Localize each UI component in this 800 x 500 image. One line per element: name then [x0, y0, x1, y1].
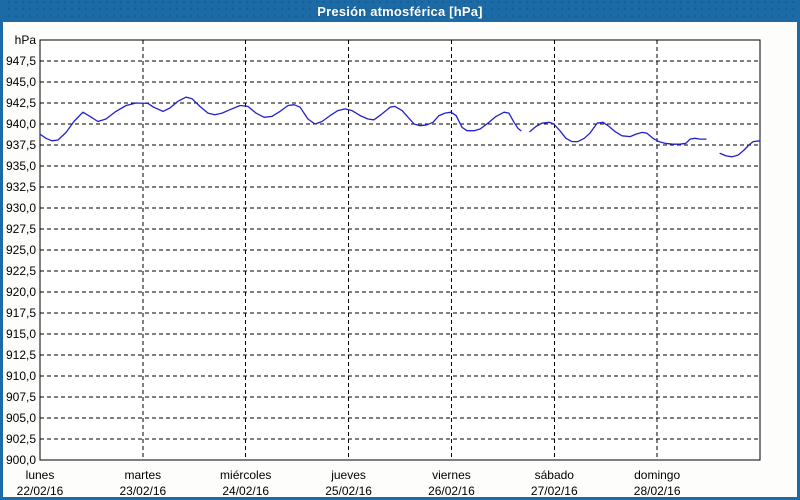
y-axis-tick-label: 932,5 [6, 180, 36, 194]
x-axis-date-label: 25/02/16 [325, 484, 372, 498]
y-axis-tick-label: 920,0 [6, 285, 36, 299]
window-title-bar: Presión atmosférica [hPa] [0, 0, 800, 22]
y-axis-tick-label: 945,0 [6, 75, 36, 89]
y-axis-tick-label: 902,5 [6, 432, 36, 446]
window-title: Presión atmosférica [hPa] [317, 3, 483, 19]
y-axis-tick-label: 917,5 [6, 306, 36, 320]
x-axis-day-label: miércoles [220, 468, 271, 482]
x-axis-date-label: 26/02/16 [428, 484, 475, 498]
x-axis-day-label: lunes [26, 468, 55, 482]
y-axis-tick-label: 947,5 [6, 54, 36, 68]
pressure-line-series [39, 96, 761, 158]
x-axis-date-label: 28/02/16 [634, 484, 681, 498]
y-axis-unit-label: hPa [15, 33, 37, 47]
y-axis-tick-label: 910,0 [6, 369, 36, 383]
x-axis-date-label: 27/02/16 [531, 484, 578, 498]
x-axis-day-label: viernes [432, 468, 471, 482]
x-axis-day-label: sábado [535, 468, 575, 482]
y-axis-tick-label: 915,0 [6, 327, 36, 341]
y-axis-tick-label: 940,0 [6, 117, 36, 131]
x-axis-date-label: 24/02/16 [222, 484, 269, 498]
y-axis-tick-label: 930,0 [6, 201, 36, 215]
y-axis-tick-label: 912,5 [6, 348, 36, 362]
y-axis-tick-label: 900,0 [6, 453, 36, 467]
y-axis-tick-label: 905,0 [6, 411, 36, 425]
x-axis-day-label: domingo [634, 468, 680, 482]
x-axis-date-label: 23/02/16 [119, 484, 166, 498]
y-axis-tick-label: 922,5 [6, 264, 36, 278]
y-axis-tick-label: 925,0 [6, 243, 36, 257]
y-axis-tick-label: 907,5 [6, 390, 36, 404]
y-axis-tick-label: 927,5 [6, 222, 36, 236]
x-axis-day-label: martes [125, 468, 162, 482]
x-axis-day-label: jueves [330, 468, 366, 482]
x-axis-date-label: 22/02/16 [17, 484, 64, 498]
y-axis-tick-label: 935,0 [6, 159, 36, 173]
y-axis-tick-label: 937,5 [6, 138, 36, 152]
y-axis-tick-label: 942,5 [6, 96, 36, 110]
